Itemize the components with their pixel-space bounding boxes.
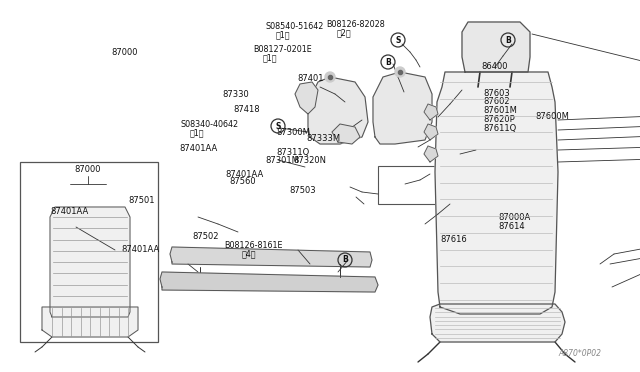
Text: （1）: （1） xyxy=(275,31,290,40)
Circle shape xyxy=(395,67,405,77)
Text: 87502: 87502 xyxy=(192,232,218,241)
Text: （1）: （1） xyxy=(262,54,277,62)
Text: 87330: 87330 xyxy=(223,90,250,99)
Text: 87418: 87418 xyxy=(234,105,260,114)
Polygon shape xyxy=(308,77,368,144)
Text: 87501: 87501 xyxy=(128,196,154,205)
Text: 87320N: 87320N xyxy=(293,156,326,165)
Text: 87401AA: 87401AA xyxy=(122,245,160,254)
Text: B: B xyxy=(385,58,391,67)
Bar xyxy=(378,166,483,204)
Bar xyxy=(20,162,158,342)
Text: B08127-0201E: B08127-0201E xyxy=(253,45,312,54)
Polygon shape xyxy=(373,72,432,144)
Polygon shape xyxy=(424,146,438,162)
Text: 87300M: 87300M xyxy=(276,128,310,137)
Text: 87560: 87560 xyxy=(229,177,256,186)
Text: S: S xyxy=(275,122,281,131)
Text: 87000: 87000 xyxy=(111,48,138,57)
Text: B: B xyxy=(342,256,348,264)
Text: 86400: 86400 xyxy=(481,62,508,71)
Text: 87301M: 87301M xyxy=(266,156,300,165)
Polygon shape xyxy=(42,307,138,337)
Text: 87000: 87000 xyxy=(75,165,101,174)
Text: 87611Q: 87611Q xyxy=(483,124,516,133)
Text: 87616: 87616 xyxy=(440,235,467,244)
Circle shape xyxy=(325,72,335,82)
Text: 87401AA: 87401AA xyxy=(50,207,88,216)
Text: A870*0P02: A870*0P02 xyxy=(559,350,602,359)
Text: （4）: （4） xyxy=(242,249,257,258)
Text: B08126-8161E: B08126-8161E xyxy=(224,241,282,250)
Text: 87401AA: 87401AA xyxy=(225,170,264,179)
Text: 87614: 87614 xyxy=(498,222,525,231)
Text: 87401: 87401 xyxy=(298,74,324,83)
Polygon shape xyxy=(170,247,372,267)
Polygon shape xyxy=(462,22,530,72)
Polygon shape xyxy=(332,124,360,144)
Polygon shape xyxy=(295,82,318,114)
Text: S08340-40642: S08340-40642 xyxy=(180,120,239,129)
Text: S: S xyxy=(396,35,401,45)
Text: 87333M: 87333M xyxy=(306,134,340,143)
Text: B08126-82028: B08126-82028 xyxy=(326,20,385,29)
Text: 87603: 87603 xyxy=(483,89,510,97)
Polygon shape xyxy=(50,207,130,317)
Text: 87600M: 87600M xyxy=(535,112,569,121)
Text: （2）: （2） xyxy=(337,28,351,37)
Text: 87601M: 87601M xyxy=(483,106,517,115)
Text: （1）: （1） xyxy=(190,129,205,138)
Polygon shape xyxy=(160,272,378,292)
Text: 87503: 87503 xyxy=(289,186,316,195)
Text: 87311Q: 87311Q xyxy=(276,148,310,157)
Polygon shape xyxy=(435,72,558,314)
Text: B: B xyxy=(505,35,511,45)
Text: 87401AA: 87401AA xyxy=(179,144,218,153)
Polygon shape xyxy=(424,124,438,140)
Text: S08540-51642: S08540-51642 xyxy=(266,22,324,31)
Text: 87620P: 87620P xyxy=(483,115,515,124)
Polygon shape xyxy=(424,104,438,120)
Polygon shape xyxy=(430,304,565,342)
Text: 87602: 87602 xyxy=(483,97,510,106)
Text: 87000A: 87000A xyxy=(498,213,530,222)
